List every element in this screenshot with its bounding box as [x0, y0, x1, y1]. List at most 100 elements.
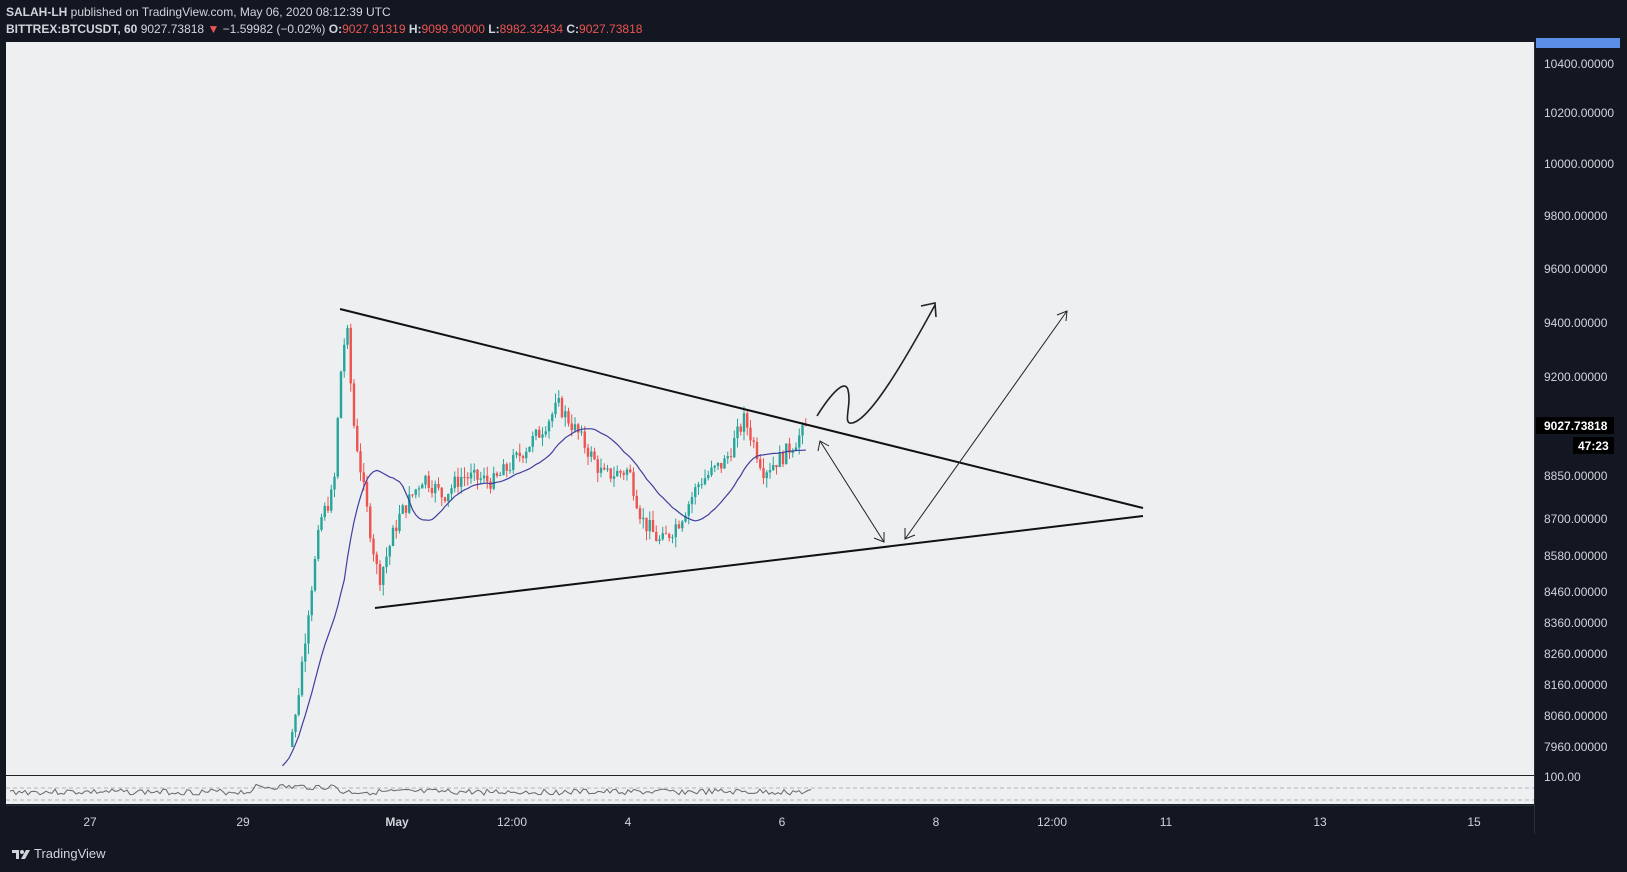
candle-body — [694, 487, 697, 498]
candle-body — [320, 517, 323, 530]
candle-body — [479, 478, 482, 480]
candle-body — [642, 517, 645, 520]
candle-body — [525, 451, 528, 459]
candle-body — [629, 469, 632, 473]
candle-body — [505, 464, 508, 471]
time-tick-label: 27 — [83, 815, 97, 829]
candle-body — [359, 451, 362, 473]
close-label: C: — [566, 22, 580, 36]
candle-body — [538, 429, 541, 438]
current-price-label: 9027.73818 — [1544, 419, 1608, 433]
down-arrow-line[interactable] — [819, 440, 885, 543]
candle-body — [515, 452, 518, 455]
candle-body — [326, 505, 330, 511]
candle-body — [684, 515, 687, 522]
oscillator-pane[interactable] — [6, 776, 1534, 804]
countdown-tag — [1573, 437, 1614, 454]
candle-body — [729, 456, 733, 458]
candle-body — [297, 695, 300, 715]
candle-body — [668, 534, 671, 538]
candle-body — [447, 493, 450, 502]
candle-body — [716, 462, 720, 466]
price-tick-label: 8700.00000 — [1544, 512, 1608, 526]
candle-body — [300, 661, 304, 696]
candle-body — [528, 446, 531, 452]
price-tick-label: 8460.00000 — [1544, 585, 1608, 599]
candle-body — [723, 458, 726, 469]
price-axis[interactable]: 7960.00000 8060.00000 8160.00000 8260.00000… — [1544, 57, 1614, 754]
candle-body — [775, 464, 778, 468]
candle-body — [365, 482, 369, 507]
candle-body — [759, 459, 762, 468]
candle-body — [310, 590, 313, 616]
candle-body — [606, 468, 609, 470]
candle-body — [590, 451, 593, 457]
candle-body — [573, 424, 577, 431]
candle-body — [489, 481, 492, 489]
candle-body — [674, 524, 677, 538]
candle-body — [677, 524, 681, 529]
candle-body — [554, 402, 557, 415]
candle-body — [307, 615, 310, 644]
candle-body — [733, 438, 736, 458]
candle-body — [463, 476, 466, 478]
time-tick-label: 15 — [1467, 815, 1481, 829]
resistance-trendline[interactable] — [339, 308, 1144, 509]
candle-body — [577, 424, 580, 433]
candle-body — [434, 483, 437, 494]
up-arrow-line[interactable] — [904, 310, 1068, 540]
oscillator-line — [9, 783, 812, 796]
symbol-label: BITTREX:BTCUSDT, 60 — [6, 22, 138, 36]
candle-body — [755, 441, 759, 460]
footer-brand[interactable]: TradingView — [12, 846, 106, 861]
candle-body — [421, 484, 424, 489]
candle-body — [291, 731, 294, 747]
candle-body — [343, 344, 346, 372]
candle-body — [765, 472, 768, 479]
price-tick-label: 9600.00000 — [1544, 262, 1608, 276]
candle-body — [531, 436, 534, 447]
bullish-path-drawing[interactable] — [816, 304, 936, 424]
candle-body — [752, 440, 755, 442]
candle-body — [801, 425, 804, 436]
candle-body — [352, 383, 356, 426]
candle-body — [635, 495, 638, 509]
candle-body — [638, 508, 642, 520]
open-label: O: — [328, 22, 343, 36]
candle-body — [619, 470, 622, 473]
price-tick-label: 10400.00000 — [1544, 57, 1614, 71]
down-arrow-head-bottom — [873, 532, 885, 543]
time-axis[interactable]: 27 29 May 12:00 4 6 8 12:00 11 13 15 — [83, 815, 1481, 829]
candle-body — [339, 371, 343, 419]
moving-average-line[interactable] — [282, 428, 806, 767]
support-trendline[interactable] — [374, 515, 1144, 609]
candle-body — [382, 567, 385, 585]
bullish-path-arrowhead — [920, 302, 937, 318]
candle-body — [336, 418, 339, 477]
countdown-label: 47:23 — [1578, 439, 1609, 453]
candle-body — [564, 411, 567, 418]
time-tick-label: 12:00 — [1037, 815, 1067, 829]
candle-body — [625, 469, 629, 475]
main-pane[interactable] — [6, 42, 1534, 775]
candle-body — [541, 434, 544, 438]
candle-body — [736, 426, 739, 439]
author-name[interactable]: SALAH-LH — [6, 5, 68, 19]
candle-body — [495, 473, 499, 476]
candle-body — [781, 452, 785, 465]
candle-body — [534, 429, 538, 437]
candle-body — [333, 476, 336, 490]
candle-body — [482, 475, 486, 479]
candle-body — [398, 513, 401, 531]
axis-highlight — [1536, 38, 1620, 48]
price-tick-label: 10200.00000 — [1544, 106, 1614, 120]
candle-body — [788, 443, 791, 453]
candle-body — [749, 427, 752, 441]
time-tick-label: 29 — [236, 815, 250, 829]
candle-body — [671, 537, 674, 539]
candle-body — [317, 529, 320, 559]
candle-body — [375, 554, 378, 565]
candle-body — [450, 488, 453, 494]
candle-body — [473, 469, 476, 473]
